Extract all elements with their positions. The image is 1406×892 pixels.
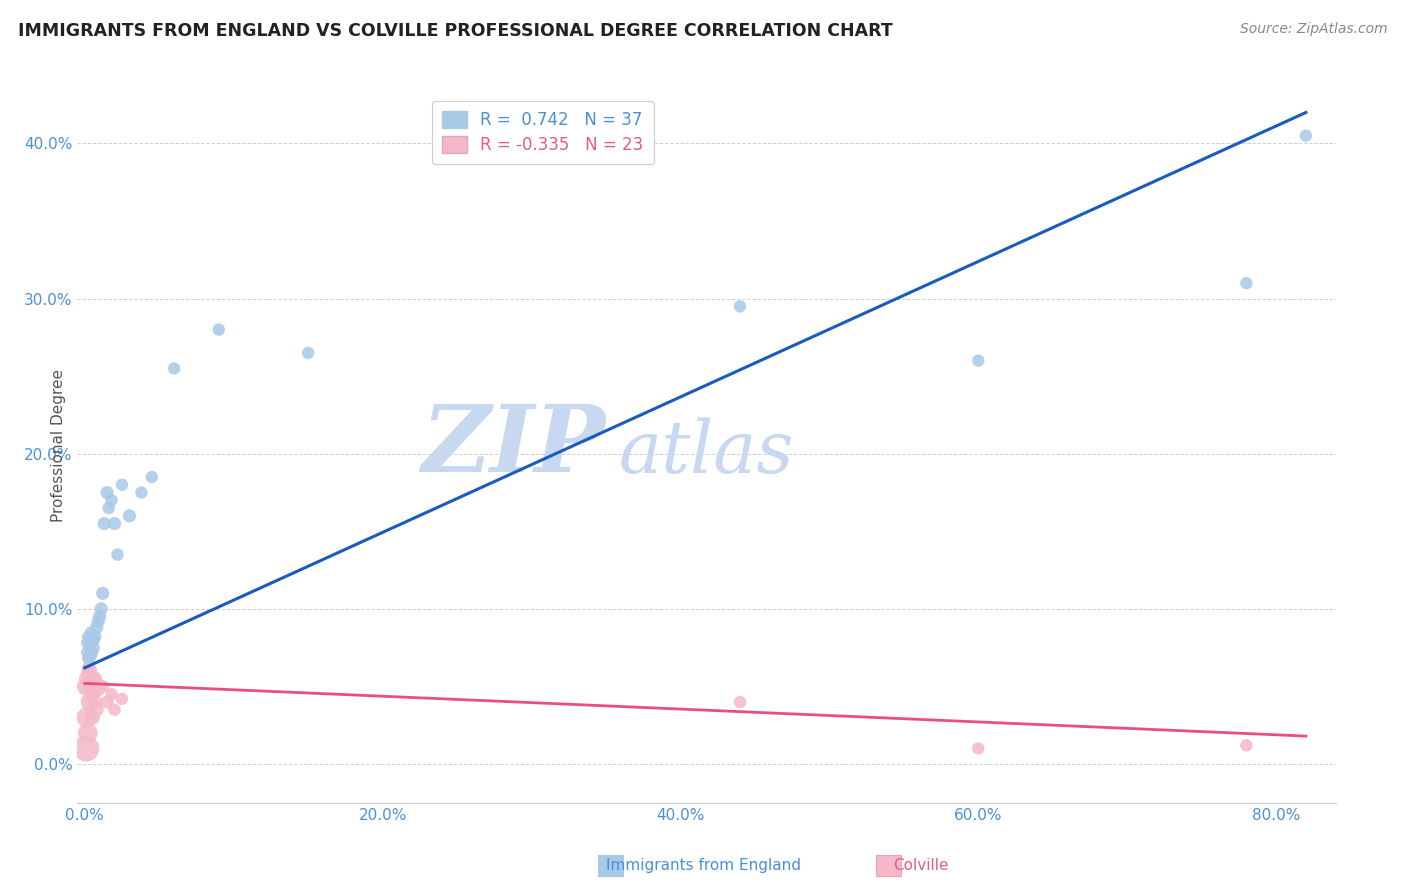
Point <box>208 323 231 337</box>
Text: atlas: atlas <box>619 417 794 489</box>
Point <box>77 640 100 655</box>
Point <box>728 695 751 709</box>
Point <box>86 620 108 634</box>
Point <box>83 672 105 686</box>
Point <box>80 680 103 694</box>
Point <box>77 632 100 647</box>
Point <box>82 645 104 659</box>
Point <box>728 299 751 313</box>
Point <box>89 609 111 624</box>
Point <box>80 648 103 663</box>
Point <box>87 682 110 697</box>
Point <box>80 625 103 640</box>
Legend: R =  0.742   N = 37, R = -0.335   N = 23: R = 0.742 N = 37, R = -0.335 N = 23 <box>432 101 654 164</box>
Point <box>75 680 97 694</box>
Point <box>84 630 107 644</box>
Point <box>77 695 100 709</box>
Point <box>111 691 134 706</box>
Point <box>83 640 105 655</box>
Text: Colville: Colville <box>893 858 949 872</box>
Text: ZIP: ZIP <box>422 401 606 491</box>
Point <box>96 695 118 709</box>
Point <box>91 586 114 600</box>
Point <box>76 661 98 675</box>
Point <box>297 346 319 360</box>
Point <box>83 632 105 647</box>
Point <box>76 630 98 644</box>
Point <box>1234 739 1257 753</box>
Point <box>131 485 153 500</box>
Point <box>1295 128 1317 143</box>
Point <box>86 703 108 717</box>
Point <box>107 548 129 562</box>
Point <box>103 703 125 717</box>
Point <box>84 672 107 686</box>
Point <box>967 741 990 756</box>
Point <box>103 516 125 531</box>
Point <box>76 651 98 665</box>
Point <box>77 651 100 665</box>
Point <box>75 636 97 650</box>
Point <box>82 687 104 701</box>
Point <box>111 477 134 491</box>
Point <box>76 726 98 740</box>
Point <box>97 501 120 516</box>
Point <box>100 687 122 701</box>
Point <box>76 672 98 686</box>
Point <box>100 493 122 508</box>
Text: Immigrants from England: Immigrants from England <box>606 858 800 872</box>
Point <box>82 636 104 650</box>
Point <box>75 645 97 659</box>
Point <box>93 516 115 531</box>
Point <box>96 485 118 500</box>
Y-axis label: Professional Degree: Professional Degree <box>51 369 66 523</box>
Point <box>82 710 104 724</box>
Point <box>84 695 107 709</box>
Point <box>1234 276 1257 290</box>
Point <box>90 602 112 616</box>
Point <box>141 470 163 484</box>
Point <box>163 361 186 376</box>
Point <box>77 664 100 678</box>
Point <box>91 680 114 694</box>
Point <box>75 741 97 756</box>
Text: Source: ZipAtlas.com: Source: ZipAtlas.com <box>1240 22 1388 37</box>
Point <box>75 710 97 724</box>
Point <box>118 508 141 523</box>
Text: IMMIGRANTS FROM ENGLAND VS COLVILLE PROFESSIONAL DEGREE CORRELATION CHART: IMMIGRANTS FROM ENGLAND VS COLVILLE PROF… <box>18 22 893 40</box>
Point <box>967 353 990 368</box>
Point <box>87 615 110 629</box>
